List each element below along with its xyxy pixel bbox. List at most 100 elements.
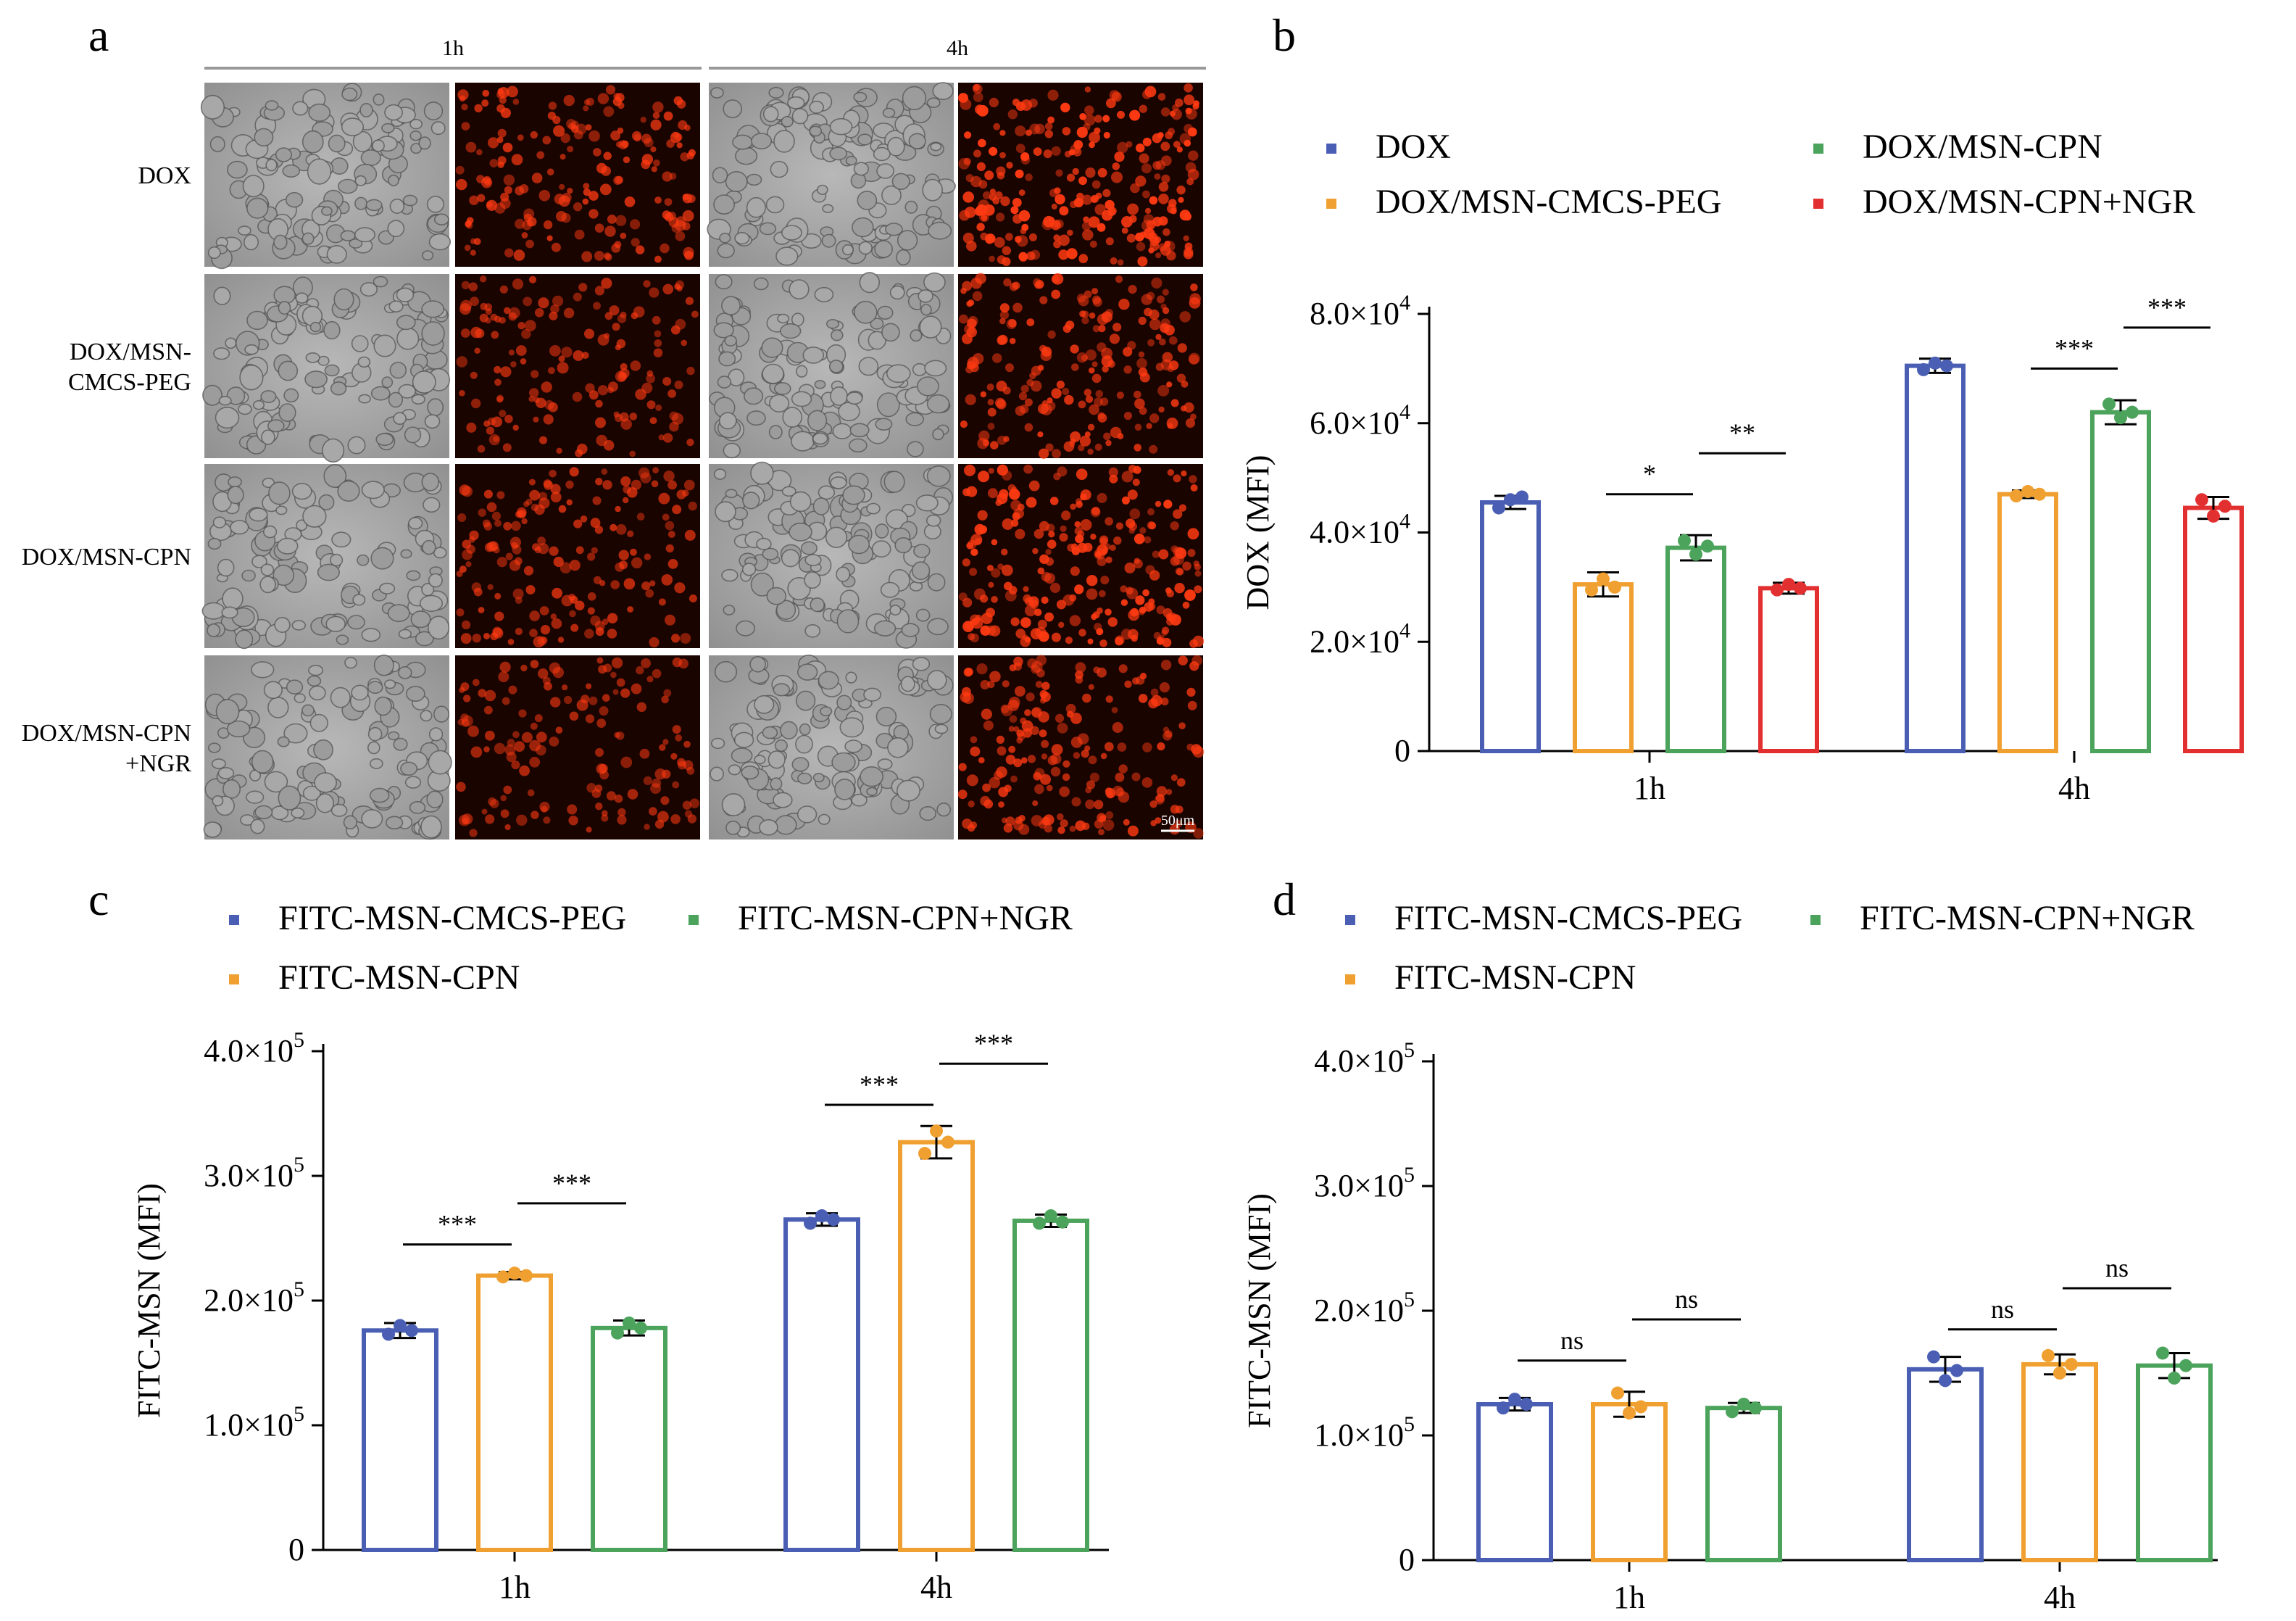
fluorescent-cell — [1038, 711, 1049, 723]
bar — [783, 1217, 860, 1552]
fluorescent-cell — [649, 417, 657, 425]
cell-outline — [736, 620, 756, 637]
x-tick-label: 4h — [920, 1570, 952, 1605]
fluorescent-cell — [573, 292, 582, 302]
fluorescent-cell — [1170, 521, 1179, 531]
fluorescent-cell — [664, 198, 673, 206]
significance-label: ns — [1991, 1295, 2014, 1324]
cell-outline — [782, 407, 802, 428]
fluorescent-cell — [682, 210, 694, 222]
fluorescent-cell — [528, 478, 536, 486]
cell-outline — [389, 198, 405, 214]
fluorescent-cell — [646, 370, 654, 377]
fluorescent-cell — [1121, 216, 1133, 228]
cell-outline — [361, 481, 385, 499]
fluorescent-cell — [1032, 547, 1039, 555]
cell-outline — [265, 159, 278, 172]
fluorescent-cell — [1179, 133, 1191, 144]
fluorescent-cell — [551, 618, 562, 629]
cell-outline — [402, 194, 418, 207]
fluorescent-cell — [1186, 178, 1194, 186]
fluorescent-cell — [1018, 824, 1030, 835]
fluorescent-cell — [983, 191, 991, 199]
data-point — [1749, 1401, 1762, 1415]
cell-outline — [296, 519, 308, 531]
fluorescent-cell — [612, 657, 623, 669]
cell-outline — [420, 710, 433, 722]
fluorescent-cell — [531, 503, 539, 512]
fluorescent-cell — [586, 683, 592, 689]
fluorescent-cell — [631, 238, 640, 247]
cell-outline — [789, 491, 812, 513]
fluorescent-cell — [1074, 521, 1081, 528]
fluorescent-cell — [646, 373, 655, 384]
fluorescent-cell — [615, 731, 625, 740]
cell-outline — [428, 573, 443, 588]
fluorescent-cell — [1123, 347, 1133, 357]
fluorescent-cell — [462, 549, 473, 560]
row-label-line: DOX/MSN-CPN — [22, 544, 191, 571]
fluorescent-cell — [595, 417, 606, 428]
fluorescence-image — [957, 655, 1205, 839]
fluorescent-cell — [1071, 797, 1081, 807]
fluorescent-cell — [658, 598, 666, 606]
cell-outline — [428, 727, 444, 742]
cell-outline — [718, 412, 737, 430]
fluorescent-cell — [1002, 680, 1010, 688]
fluorescent-cell — [1167, 204, 1177, 214]
fluorescent-cell — [1134, 534, 1145, 544]
fluorescent-cell — [549, 470, 557, 478]
fluorescent-cell — [1098, 590, 1106, 597]
fluorescent-cell — [1173, 509, 1183, 519]
fluorescent-cell — [494, 365, 502, 374]
fluorescent-cell — [643, 776, 652, 785]
fluorescent-cell — [530, 130, 538, 139]
cell-outline — [886, 364, 911, 384]
fluorescent-cell — [1085, 349, 1097, 361]
fluorescent-cell — [1154, 173, 1161, 180]
fluorescent-cell — [976, 663, 988, 675]
cell-outline — [212, 795, 224, 807]
fluorescent-cell — [981, 708, 992, 720]
fluorescent-cell — [1010, 206, 1019, 215]
fluorescent-cell — [603, 152, 612, 160]
fluorescent-cell — [1112, 162, 1120, 170]
cell-outline — [423, 101, 444, 121]
cell-outline — [723, 99, 743, 119]
cell-outline — [428, 233, 452, 251]
fluorescent-cell — [534, 308, 544, 318]
cell-outline — [846, 391, 863, 405]
fluorescent-cell — [529, 388, 539, 398]
legend-label: FITC-MSN-CMCS-PEG — [278, 899, 626, 937]
data-point — [1917, 362, 1930, 376]
fluorescent-cell — [1066, 248, 1078, 260]
fluorescent-cell — [1161, 629, 1168, 637]
cell-outline — [426, 790, 444, 808]
fluorescent-cell — [962, 191, 974, 203]
fluorescent-cell — [1110, 257, 1118, 265]
cell-outline — [221, 606, 238, 619]
cell-outline — [741, 563, 757, 576]
fluorescent-cell — [1076, 126, 1088, 138]
fluorescent-cell — [683, 479, 695, 491]
fluorescent-cell — [1049, 582, 1061, 594]
fluorescent-cell — [1054, 187, 1061, 194]
cell-outline — [326, 244, 347, 264]
fluorescent-cell — [498, 87, 509, 99]
fluorescent-cell — [1149, 309, 1160, 320]
fluorescent-cell — [1124, 680, 1132, 688]
data-point — [1608, 580, 1621, 594]
fluorescent-cell — [1010, 282, 1018, 291]
y-axis-label: FITC-MSN (MFI) — [131, 1183, 167, 1418]
cell-outline — [278, 785, 301, 810]
fluorescent-cell — [1105, 439, 1112, 447]
cell-outline — [875, 706, 897, 727]
fluorescent-cell — [1193, 828, 1204, 839]
cell-outline — [710, 766, 724, 782]
fluorescent-cell — [1176, 778, 1186, 787]
fluorescent-cell — [1097, 493, 1107, 503]
cell-outline — [357, 356, 371, 368]
cell-outline — [275, 505, 288, 515]
fluorescent-cell — [1184, 94, 1195, 106]
cell-outline — [822, 204, 834, 213]
